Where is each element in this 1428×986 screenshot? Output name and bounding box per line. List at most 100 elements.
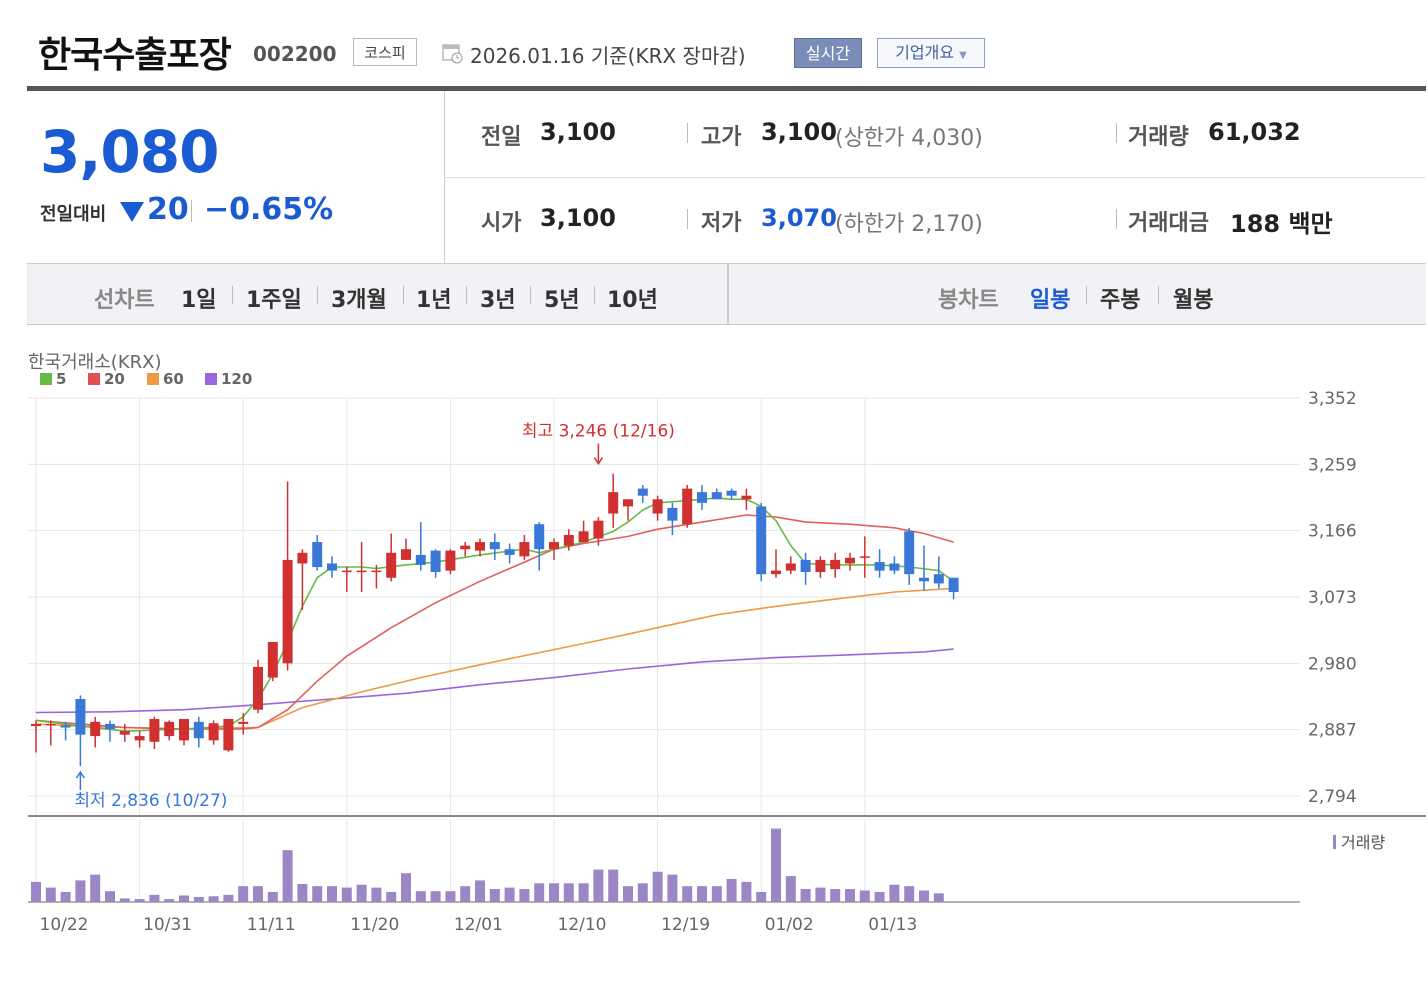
volume-bar <box>105 891 115 902</box>
volume-legend-label: 거래량 <box>1341 833 1385 852</box>
candle-body <box>371 570 382 573</box>
y-tick-label: 3,259 <box>1308 455 1357 475</box>
high-label: 고가 <box>701 125 742 150</box>
legend-swatch <box>205 373 217 385</box>
candle-body <box>327 563 337 571</box>
candle-body <box>208 723 219 741</box>
control-separator <box>1158 286 1159 304</box>
volume-bar <box>223 894 234 902</box>
volume-bar <box>386 891 397 902</box>
period-1y[interactable]: 1년 <box>416 288 452 313</box>
volume-bar <box>830 889 841 902</box>
stat-separator <box>687 209 688 229</box>
volume-bar <box>637 883 648 902</box>
volume-bar <box>549 883 559 902</box>
period-10y[interactable]: 10년 <box>607 288 658 313</box>
volume-bar <box>785 876 796 902</box>
low-value: 3,070 <box>761 204 837 232</box>
candle-chart-label: 봉차트 <box>938 288 999 313</box>
control-separator <box>232 286 233 304</box>
candle-body <box>697 492 707 503</box>
company-overview-label: 기업개요 <box>895 43 955 62</box>
candle-body <box>904 531 915 575</box>
low-arrowhead <box>75 770 86 779</box>
change-separator <box>191 200 192 222</box>
volume-bar <box>726 878 737 902</box>
stat-separator <box>1116 123 1117 143</box>
volume-bars: 거래량 <box>31 828 1385 902</box>
candle-body <box>75 698 86 735</box>
candle-series <box>31 473 959 767</box>
volume-bar <box>697 886 707 902</box>
volume-bar <box>711 886 722 902</box>
candle-body <box>193 721 204 739</box>
volume-bar <box>682 886 693 902</box>
open-label: 시가 <box>481 211 522 236</box>
low-label: 저가 <box>701 211 742 236</box>
control-divider <box>727 263 729 325</box>
open-value: 3,100 <box>540 204 616 232</box>
candle-body <box>45 723 56 726</box>
candle-body <box>771 570 781 575</box>
x-tick-label: 11/20 <box>350 915 399 935</box>
volume-bar <box>75 880 86 902</box>
period-3y[interactable]: 3년 <box>480 288 516 313</box>
candle-body <box>386 552 397 578</box>
volume-bar <box>179 895 189 902</box>
high-annotation: 최고 3,246 (12/16) <box>522 422 675 442</box>
candle-body <box>519 542 530 557</box>
candle-body <box>223 718 234 751</box>
period-1d[interactable]: 1일 <box>181 288 217 313</box>
candle-body <box>919 577 929 582</box>
candle-body <box>711 492 722 500</box>
candle-body <box>356 570 367 573</box>
volume-bar <box>415 891 426 902</box>
candle-body <box>489 542 500 550</box>
low-annotation: 최저 2,836 (10/27) <box>74 791 227 811</box>
candle-body <box>149 718 160 742</box>
candle-body <box>504 549 515 555</box>
dropdown-arrow-icon: ▼ <box>959 50 967 61</box>
volume-bar <box>578 883 589 902</box>
volume-bar <box>519 889 530 902</box>
volume-bar <box>134 899 145 902</box>
prev-close-value: 3,100 <box>540 118 616 146</box>
volume-label: 거래량 <box>1128 125 1189 150</box>
volume-bar <box>741 881 752 902</box>
realtime-button[interactable]: 실시간 <box>794 38 862 68</box>
candle-body <box>119 731 130 735</box>
candle-body <box>312 542 323 568</box>
candle-body <box>578 531 589 543</box>
volume-bar <box>282 850 293 902</box>
company-overview-button[interactable]: 기업개요 ▼ <box>877 38 985 68</box>
volume-bar <box>164 899 175 902</box>
company-name: 한국수출포장 <box>38 35 232 76</box>
volume-bar <box>119 898 130 902</box>
legend-ma20-label: 20 <box>104 370 125 388</box>
chart-annotations: 최고 3,246 (12/16) 최저 2,836 (10/27) <box>74 422 675 811</box>
volume-bar <box>874 891 885 902</box>
x-tick-label: 12/10 <box>558 915 607 935</box>
price-box <box>27 91 445 263</box>
y-tick-label: 2,980 <box>1308 654 1357 674</box>
x-tick-label: 12/01 <box>454 915 503 935</box>
line-chart-label: 선차트 <box>94 288 155 313</box>
amount-value: 188 백만 <box>1230 210 1333 238</box>
candle-body <box>179 718 189 741</box>
period-3m[interactable]: 3개월 <box>331 288 387 313</box>
stock-code: 002200 <box>253 42 337 66</box>
period-5y[interactable]: 5년 <box>544 288 580 313</box>
volume-bar <box>845 889 855 902</box>
x-tick-label: 11/11 <box>247 915 296 935</box>
candle-body <box>267 641 278 678</box>
moving-average-lines <box>35 497 955 732</box>
period-1w[interactable]: 1주일 <box>246 288 302 313</box>
volume-bar <box>904 886 915 902</box>
candle-weekly[interactable]: 주봉 <box>1100 288 1141 313</box>
candle-daily[interactable]: 일봉 <box>1030 288 1071 313</box>
candle-body <box>282 559 293 664</box>
volume-bar <box>45 887 56 902</box>
candle-body <box>845 557 855 564</box>
candle-monthly[interactable]: 월봉 <box>1173 288 1214 313</box>
